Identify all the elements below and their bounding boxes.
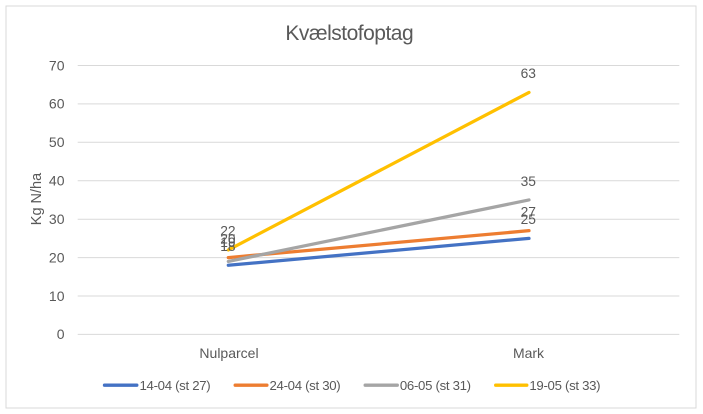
svg-text:30: 30 (49, 211, 65, 227)
svg-text:20: 20 (49, 249, 65, 265)
svg-text:Mark: Mark (513, 345, 545, 361)
svg-text:Kg N/ha: Kg N/ha (29, 172, 45, 225)
svg-text:63: 63 (521, 66, 537, 81)
svg-text:24-04 (st 30): 24-04 (st 30) (270, 378, 341, 393)
svg-text:14-04 (st 27): 14-04 (st 27) (140, 378, 211, 393)
svg-text:50: 50 (49, 134, 65, 150)
svg-text:60: 60 (49, 96, 65, 112)
svg-text:20: 20 (220, 231, 236, 246)
svg-text:40: 40 (49, 173, 65, 189)
svg-text:06-05 (st 31): 06-05 (st 31) (400, 378, 471, 393)
svg-text:Kvælstofoptag: Kvælstofoptag (285, 22, 413, 45)
svg-text:19: 19 (220, 235, 236, 250)
svg-text:22: 22 (220, 224, 235, 239)
svg-text:10: 10 (49, 288, 65, 304)
svg-text:25: 25 (521, 212, 537, 227)
svg-text:19-05 (st 33): 19-05 (st 33) (529, 378, 600, 393)
svg-text:27: 27 (521, 204, 536, 219)
svg-text:Nulparcel: Nulparcel (199, 345, 258, 361)
svg-text:70: 70 (49, 57, 65, 73)
svg-text:35: 35 (521, 174, 537, 189)
svg-text:0: 0 (57, 326, 65, 342)
svg-text:18: 18 (220, 239, 236, 254)
